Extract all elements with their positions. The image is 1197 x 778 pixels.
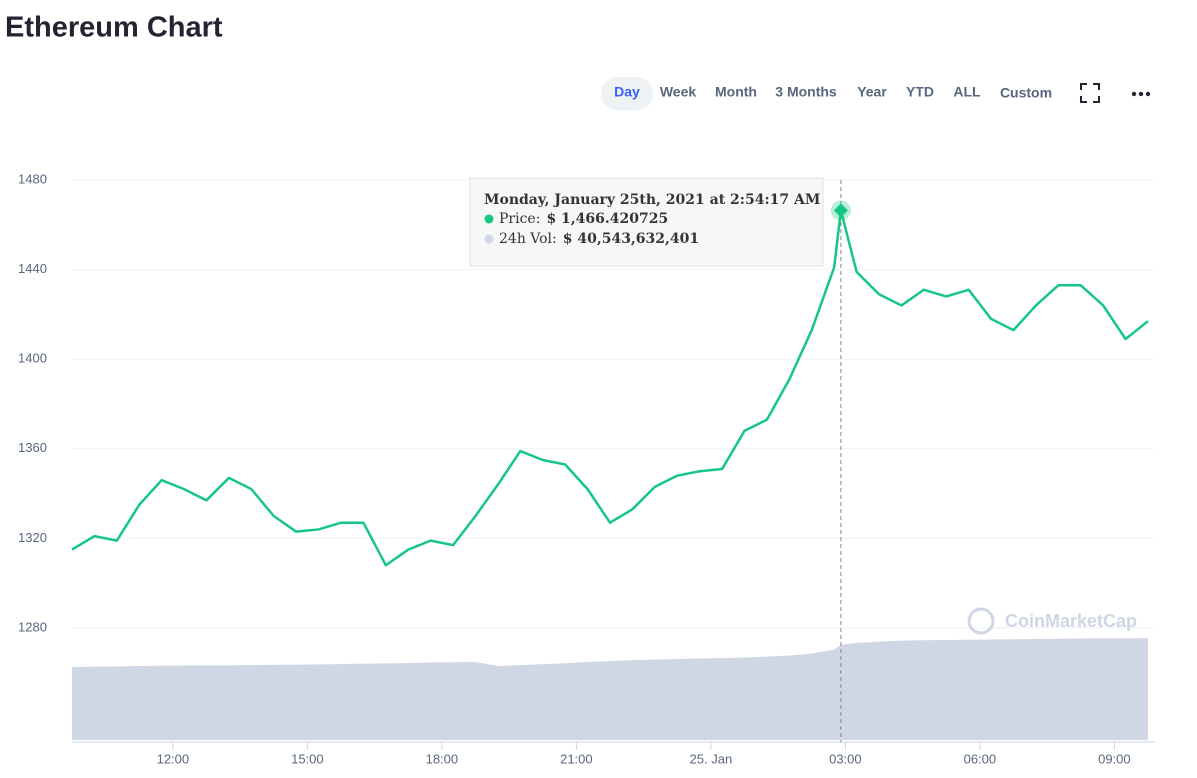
button-label: Week: [660, 84, 697, 100]
range-button[interactable]: Custom: [1000, 85, 1052, 101]
tooltip-title: Monday, January 25th, 2021 at 2:54:17 AM: [484, 192, 820, 208]
dot: [1138, 91, 1144, 97]
y-tick-label: 1480: [18, 171, 47, 186]
button-label: Day: [614, 84, 640, 100]
y-tick-label: 1320: [18, 530, 47, 545]
dot: [1131, 91, 1137, 97]
tooltip-value: $ 40,543,632,401: [563, 231, 699, 247]
x-tick-label: 18:00: [426, 751, 459, 766]
page-title: Ethereum Chart: [5, 12, 223, 44]
range-button[interactable]: Month: [715, 84, 757, 100]
tooltip-dot: [484, 214, 494, 224]
range-button[interactable]: Day: [601, 77, 653, 110]
price-line: [71, 209, 1149, 567]
x-tick-label: 06:00: [964, 751, 997, 766]
button-label: Custom: [1000, 85, 1052, 101]
x-tick-label: 15:00: [291, 751, 324, 766]
button-label: ALL: [953, 84, 981, 100]
x-tick-label: 12:00: [157, 751, 190, 766]
button-label: 3 Months: [775, 84, 837, 100]
volume-area: [72, 638, 1148, 740]
tooltip-name: Price:: [499, 211, 540, 227]
tooltip-row: 24h Vol: $ 40,543,632,401: [499, 231, 699, 247]
y-tick-label: 1360: [18, 440, 47, 455]
y-tick-label: 1280: [18, 619, 47, 634]
button-label: YTD: [906, 84, 934, 100]
toolbar: Day Week Month 3 Months Year YTD ALL Custom: [601, 77, 1052, 110]
x-tick-label: 09:00: [1098, 751, 1131, 766]
x-tick-label: 03:00: [829, 751, 862, 766]
dot: [1145, 91, 1151, 97]
watermark-logo: [967, 607, 995, 635]
tooltip: Monday, January 25th, 2021 at 2:54:17 AM…: [469, 177, 824, 267]
more-icon[interactable]: [1131, 91, 1151, 97]
watermark: CoinMarketCap: [1005, 611, 1137, 631]
button-label: Year: [857, 84, 887, 100]
y-tick-label: 1440: [18, 261, 47, 276]
range-button[interactable]: Week: [660, 84, 697, 100]
range-button[interactable]: ALL: [953, 84, 981, 100]
range-button[interactable]: Year: [857, 84, 887, 100]
tooltip-box: [469, 177, 824, 267]
fullscreen-icon[interactable]: [1080, 83, 1100, 103]
x-tick-label: 21:00: [560, 751, 593, 766]
button-label: Month: [715, 84, 757, 100]
tooltip-value: $ 1,466.420725: [546, 211, 668, 227]
hover-marker: [833, 203, 848, 218]
range-button[interactable]: YTD: [906, 84, 934, 100]
tooltip-row: Price: $ 1,466.420725: [499, 211, 668, 227]
button-highlight: [601, 77, 653, 110]
tooltip-dot: [484, 234, 494, 244]
x-tick-label: 25. Jan: [690, 751, 733, 766]
plot: 1280 1320 1360 1400 1440 1480 12:00 15:00 18:00 2…: [18, 171, 1155, 766]
tooltip-name: 24h Vol:: [499, 231, 557, 247]
fullscreen-glyph: [1080, 83, 1100, 103]
y-tick-label: 1400: [18, 351, 47, 366]
range-button[interactable]: 3 Months: [775, 84, 837, 100]
